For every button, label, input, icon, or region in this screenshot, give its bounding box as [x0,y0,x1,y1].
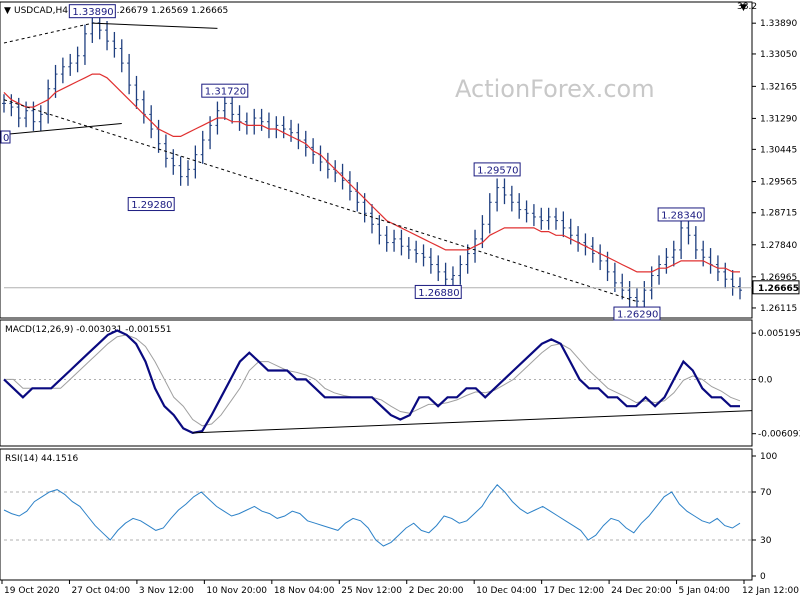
price-plot: 1.33890 1.31720 1.29280 1.29570 1.26880 1.283… [0,4,752,321]
swing-label-box [657,207,705,222]
swing-label-text: 1.26290 [617,310,658,321]
price-tick-label: 1.27840 [760,241,797,251]
rsi-plot [3,484,752,547]
swing-label-box [68,4,116,19]
price-tick-label: 1.28715 [760,209,797,219]
trendline-left-support [3,123,122,136]
price-panel-frame [0,1,753,319]
price-tick-label: 1.33890 [760,19,797,29]
macd-tick-label: 0.0 [758,375,773,385]
dropdown-icon[interactable]: ▼ [740,3,747,13]
macd-plot [3,329,753,435]
time-tick-label: 3 Nov 12:00 [139,586,194,596]
rsi-tick-label: 100 [760,452,777,462]
swing-label: 1.26290 [613,306,661,321]
swing-label-box [414,284,462,299]
swing-label: 1.28340 [657,207,705,222]
swing-label-box [201,83,249,98]
price-tick-label: 1.32165 [760,82,797,92]
macd-trendline [192,410,753,434]
time-tick-label: 17 Dec 12:00 [544,586,605,596]
axes: 1.33890 1.33050 1.32165 1.31290 1.30445 1.295… [1,19,800,596]
current-price-tag: 1.26665 [752,280,800,295]
corner-value: 38.2 [737,2,757,12]
swing-label-text: 1.31720 [205,87,246,98]
rsi-title: RSI(14) 44.1516 [5,454,78,464]
current-price-value: 1.26665 [758,284,799,294]
price-tick-label: 1.26115 [760,304,797,314]
rsi-tick-label: 30 [760,536,772,546]
time-tick-label: 18 Nov 04:00 [274,586,335,596]
time-tick-label: 10 Nov 20:00 [206,586,267,596]
macd-panel-frame [0,319,753,447]
rsi-tick-label: 70 [760,488,772,498]
swing-label-text: 1.33890 [72,7,113,18]
menu-triangle-icon[interactable]: ▼ [4,6,11,16]
swing-label-box [613,306,661,321]
swing-label: 1.29570 [473,162,521,177]
swing-label: 1.31720 [201,83,249,98]
edge-label: 0 [0,130,11,144]
price-tick-label: 1.31290 [760,114,797,124]
rsi-line [3,484,741,547]
time-tick-label: 27 Oct 04:00 [71,586,130,596]
macd-line [3,329,740,435]
trendline-falling-support [3,99,638,303]
symbol-info: USDCAD,H4 1.26606 1.26679 1.26569 1.2666… [14,6,228,16]
swing-label-text: 1.28340 [661,210,702,221]
price-tick-label: 1.33050 [760,50,797,60]
macd-tick-label: -0.006093 [758,430,800,440]
watermark: ActionForex.com [455,75,655,103]
swing-label-text: 1.29280 [131,200,172,211]
macd-tick-label: 0.005195 [758,329,800,339]
moving-average-line [3,73,740,273]
rsi-panel-frame [0,448,753,581]
time-tick-label: 12 Jan 12:00 [742,586,799,596]
edge-label-text: 0 [3,133,9,144]
edge-label-box [0,130,11,144]
macd-title: MACD(12,26,9) -0.003031 -0.001551 [5,325,171,335]
swing-label: 1.26880 [414,284,462,299]
current-price-tag-box [752,280,800,295]
time-tick-label: 5 Jan 04:00 [679,586,731,596]
swing-label-box [473,162,521,177]
swing-label: 1.33890 [68,4,116,19]
trendline-top-channel [92,22,218,29]
swing-label-text: 1.29570 [477,165,518,176]
price-tick-label: 1.29565 [760,178,797,188]
time-tick-label: 10 Dec 04:00 [476,586,537,596]
time-tick-label: 19 Oct 2020 [4,586,60,596]
swing-label-box [127,197,175,212]
swing-label: 1.29280 [127,197,175,212]
time-tick-label: 24 Dec 20:00 [611,586,672,596]
price-tick-label: 1.26965 [760,273,797,283]
price-tick-label: 1.30445 [760,145,797,155]
rsi-tick-label: 0 [760,572,766,582]
time-tick-label: 2 Dec 20:00 [409,586,464,596]
swing-label-text: 1.26880 [418,288,459,299]
time-tick-label: 25 Nov 12:00 [341,586,402,596]
